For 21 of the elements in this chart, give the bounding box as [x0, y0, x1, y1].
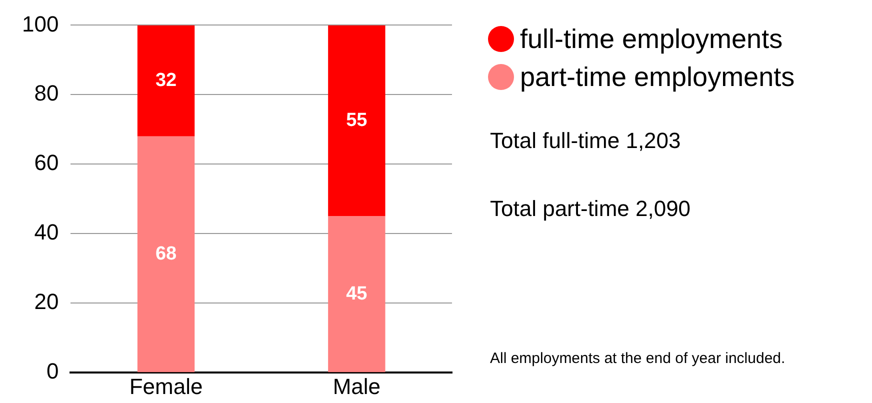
bar: [328, 216, 386, 372]
y-tick-label: 20: [34, 289, 59, 314]
legend-label: part-time employments: [520, 62, 795, 92]
legend-label: full-time employments: [520, 24, 783, 54]
text: All employments at the end of year included.: [490, 350, 786, 367]
bar: [137, 25, 195, 136]
bar: [137, 136, 195, 372]
y-tick-label: 40: [34, 220, 59, 245]
data-label: 55: [346, 110, 368, 131]
text: Total full-time 1,203: [490, 128, 681, 154]
data-label: 32: [155, 70, 177, 92]
y-tick-label: 0: [46, 358, 59, 384]
x-tick-label: Female: [129, 374, 203, 399]
y-tick-label: 100: [22, 11, 59, 36]
y-tick-label: 60: [34, 150, 59, 176]
text: Total part-time 2,090: [490, 196, 691, 222]
data-label: 45: [346, 283, 368, 304]
bar: [328, 25, 386, 216]
data-label: 68: [155, 243, 177, 264]
x-tick-label: Male: [332, 374, 381, 399]
y-tick-label: 80: [34, 80, 59, 106]
